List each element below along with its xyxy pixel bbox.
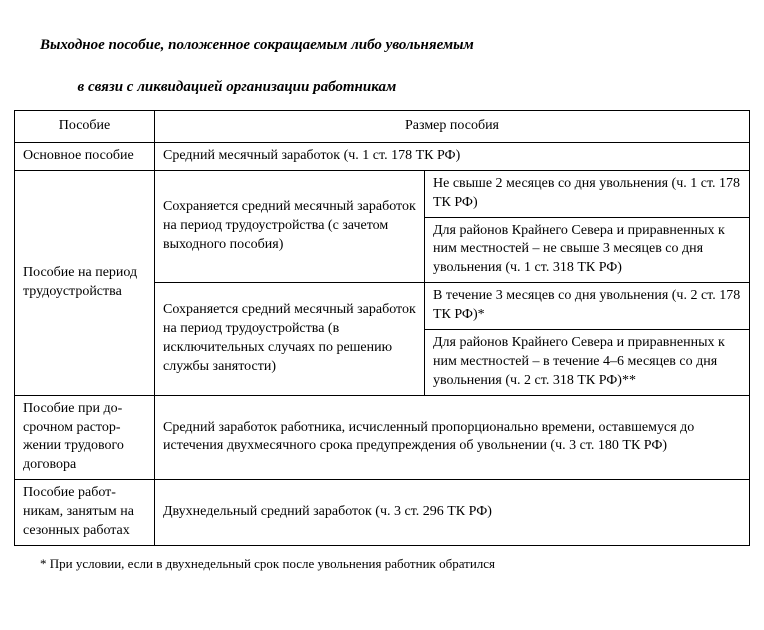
benefit-right: Для районов Крайнего Севера и при­равнен… (425, 330, 750, 396)
benefit-mid: Сохраняется средний месячный заработок н… (155, 283, 425, 395)
benefit-label: Основное пособие (15, 142, 155, 170)
benefit-label: Пособие работ­никам, занятым на сезонных… (15, 480, 155, 546)
benefit-right: Для районов Крайнего Севера и приравненн… (425, 217, 750, 283)
title-line1: Выходное пособие, положенное сокращаемым… (40, 37, 474, 53)
benefits-table: Пособие Размер пособия Основное пособие … (14, 110, 750, 546)
header-benefit: Пособие (15, 111, 155, 143)
table-row: Пособие при до­срочном растор­жении труд… (15, 395, 750, 480)
document-title: Выходное пособие, положенное сокращаемым… (40, 14, 750, 98)
benefit-label: Пособие при до­срочном растор­жении труд… (15, 395, 155, 480)
benefit-value: Двухнедельный средний заработок (ч. 3 ст… (155, 480, 750, 546)
benefit-label: Пособие на период трудоустройства (15, 170, 155, 395)
benefit-right: Не свыше 2 месяцев со дня увольнения (ч.… (425, 170, 750, 217)
title-line2: в связи с ликвидацией организации работн… (78, 79, 397, 95)
table-row: Пособие работ­никам, занятым на сезонных… (15, 480, 750, 546)
benefit-value: Средний заработок работника, исчисленный… (155, 395, 750, 480)
table-header-row: Пособие Размер пособия (15, 111, 750, 143)
table-row: Пособие на период трудоустройства Сохран… (15, 170, 750, 217)
benefit-right: В течение 3 месяцев со дня увольнения (ч… (425, 283, 750, 330)
benefit-mid: Сохраняется средний месячный заработок н… (155, 170, 425, 282)
footnote: * При условии, если в двухнедельный срок… (14, 556, 750, 572)
header-amount: Размер пособия (155, 111, 750, 143)
table-row: Основное пособие Средний месячный зарабо… (15, 142, 750, 170)
benefit-value: Средний месячный заработок (ч. 1 ст. 178… (155, 142, 750, 170)
